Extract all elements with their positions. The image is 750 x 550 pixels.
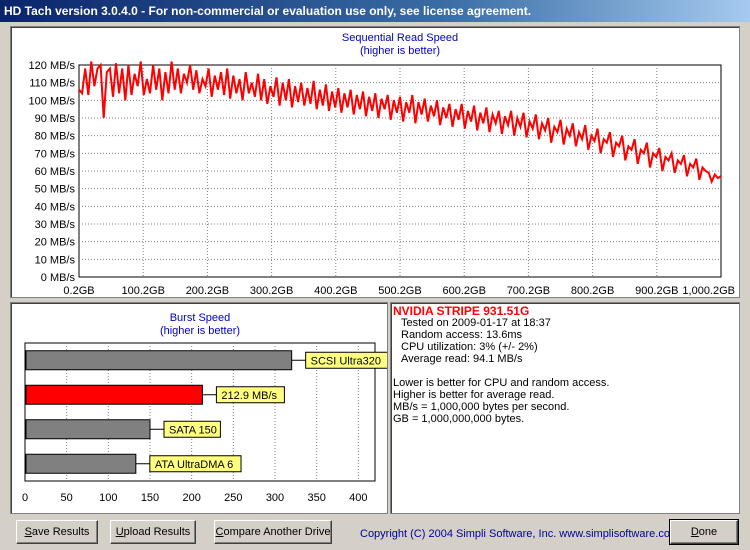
x-tick-label: 600.2GB xyxy=(442,285,485,297)
burst-x-tick-label: 0 xyxy=(22,492,28,504)
y-tick-label: 80 MB/s xyxy=(35,131,76,143)
x-tick-label: 100.2GB xyxy=(121,285,164,297)
hotkey-letter: S xyxy=(24,526,32,538)
button-label: ave Results xyxy=(31,526,90,538)
note-line: GB = 1,000,000,000 bytes. xyxy=(393,413,525,425)
average-read: Average read: 94.1 MB/s xyxy=(401,353,523,365)
y-tick-label: 10 MB/s xyxy=(35,254,76,266)
x-tick-label: 800.2GB xyxy=(571,285,614,297)
burst-bar xyxy=(25,350,293,371)
x-tick-label: 900.2GB xyxy=(635,285,678,297)
random-access: Random access: 13.6ms xyxy=(401,329,523,341)
cpu-utilization: CPU utilization: 3% (+/- 2%) xyxy=(401,341,538,353)
burst-bar xyxy=(25,453,137,474)
note-line: Higher is better for average read. xyxy=(393,389,555,401)
burst-x-tick-label: 100 xyxy=(99,492,117,504)
burst-chart-subtitle: (higher is better) xyxy=(160,325,240,337)
burst-x-tick-label: 250 xyxy=(224,492,242,504)
burst-bar xyxy=(25,419,151,440)
burst-chart-title: Burst Speed xyxy=(170,312,231,324)
upload-results-button[interactable]: Upload Results xyxy=(110,520,196,544)
sequential-read-panel: Sequential Read Speed (higher is better) 0… xyxy=(10,26,740,298)
burst-label-box xyxy=(149,455,242,473)
drive-name: NVIDIA STRIPE 931.51G xyxy=(393,304,530,318)
button-label: one xyxy=(698,526,718,538)
burst-x-tick-label: 300 xyxy=(266,492,284,504)
window-title: HD Tach version 3.0.4.0 - For non-commer… xyxy=(4,4,532,18)
x-tick-label: 1,000.2GB xyxy=(682,285,735,297)
button-label: ompare Another Drive xyxy=(223,526,331,538)
x-tick-label: 700.2GB xyxy=(507,285,550,297)
read-speed-line xyxy=(78,61,722,185)
window-title-bar: HD Tach version 3.0.4.0 - For non-commer… xyxy=(0,0,750,22)
y-tick-label: 60 MB/s xyxy=(35,166,76,178)
burst-bar xyxy=(25,384,203,405)
y-tick-label: 120 MB/s xyxy=(29,60,76,72)
x-tick-label: 200.2GB xyxy=(186,285,229,297)
burst-label-text: 212.9 MB/s xyxy=(221,390,277,402)
y-tick-label: 90 MB/s xyxy=(35,113,76,125)
y-tick-label: 70 MB/s xyxy=(35,148,76,160)
burst-label-text: ATA UltraDMA 6 xyxy=(155,459,233,471)
burst-x-tick-label: 400 xyxy=(349,492,367,504)
copyright-text: Copyright (C) 2004 Simpli Software, Inc.… xyxy=(360,528,680,540)
done-button[interactable]: Done xyxy=(669,519,739,545)
button-label: pload Results xyxy=(123,526,191,538)
chart-subtitle: (higher is better) xyxy=(360,45,440,57)
y-tick-label: 40 MB/s xyxy=(35,201,76,213)
burst-label-text: SCSI Ultra320 xyxy=(311,355,381,367)
x-tick-label: 400.2GB xyxy=(314,285,357,297)
burst-x-tick-label: 150 xyxy=(141,492,159,504)
burst-label-box xyxy=(163,420,221,438)
burst-speed-chart: Burst Speed(higher is better) 0 50 100 150 20… xyxy=(22,312,392,504)
note-line: MB/s = 1,000,000 bytes per second. xyxy=(393,401,570,413)
x-tick-label: 300.2GB xyxy=(250,285,293,297)
note-line: Lower is better for CPU and random acces… xyxy=(393,377,610,389)
chart-title: Sequential Read Speed xyxy=(342,32,458,44)
burst-label-text: SATA 150 xyxy=(169,424,217,436)
x-tick-label: 500.2GB xyxy=(378,285,421,297)
tested-on: Tested on 2009-01-17 at 18:37 xyxy=(401,317,551,329)
hotkey-letter: U xyxy=(115,526,124,538)
burst-x-tick-label: 50 xyxy=(61,492,73,504)
sequential-read-chart: Sequential Read Speed(higher is better) 0… xyxy=(29,32,735,297)
compare-another-drive-button[interactable]: Compare Another Drive xyxy=(214,520,332,544)
burst-label-box xyxy=(215,386,285,404)
y-tick-label: 110 MB/s xyxy=(29,78,75,90)
burst-speed-panel: Burst Speed (higher is better) 0 50 100 150 20… xyxy=(10,302,392,514)
hotkey-letter: D xyxy=(690,526,699,538)
drive-info-panel: NVIDIA STRIPE 931.51G Tested on 2009-01-… xyxy=(390,302,740,514)
save-results-button[interactable]: Save Results xyxy=(16,520,98,544)
y-tick-label: 50 MB/s xyxy=(35,184,76,196)
x-tick-label: 0.2GB xyxy=(63,285,94,297)
hotkey-letter: C xyxy=(215,526,224,538)
y-tick-label: 100 MB/s xyxy=(29,95,76,107)
burst-x-tick-label: 350 xyxy=(307,492,325,504)
y-tick-label: 30 MB/s xyxy=(35,219,76,231)
burst-x-tick-label: 200 xyxy=(182,492,200,504)
y-tick-label: 20 MB/s xyxy=(35,237,76,249)
y-tick-label: 0 MB/s xyxy=(41,272,76,284)
